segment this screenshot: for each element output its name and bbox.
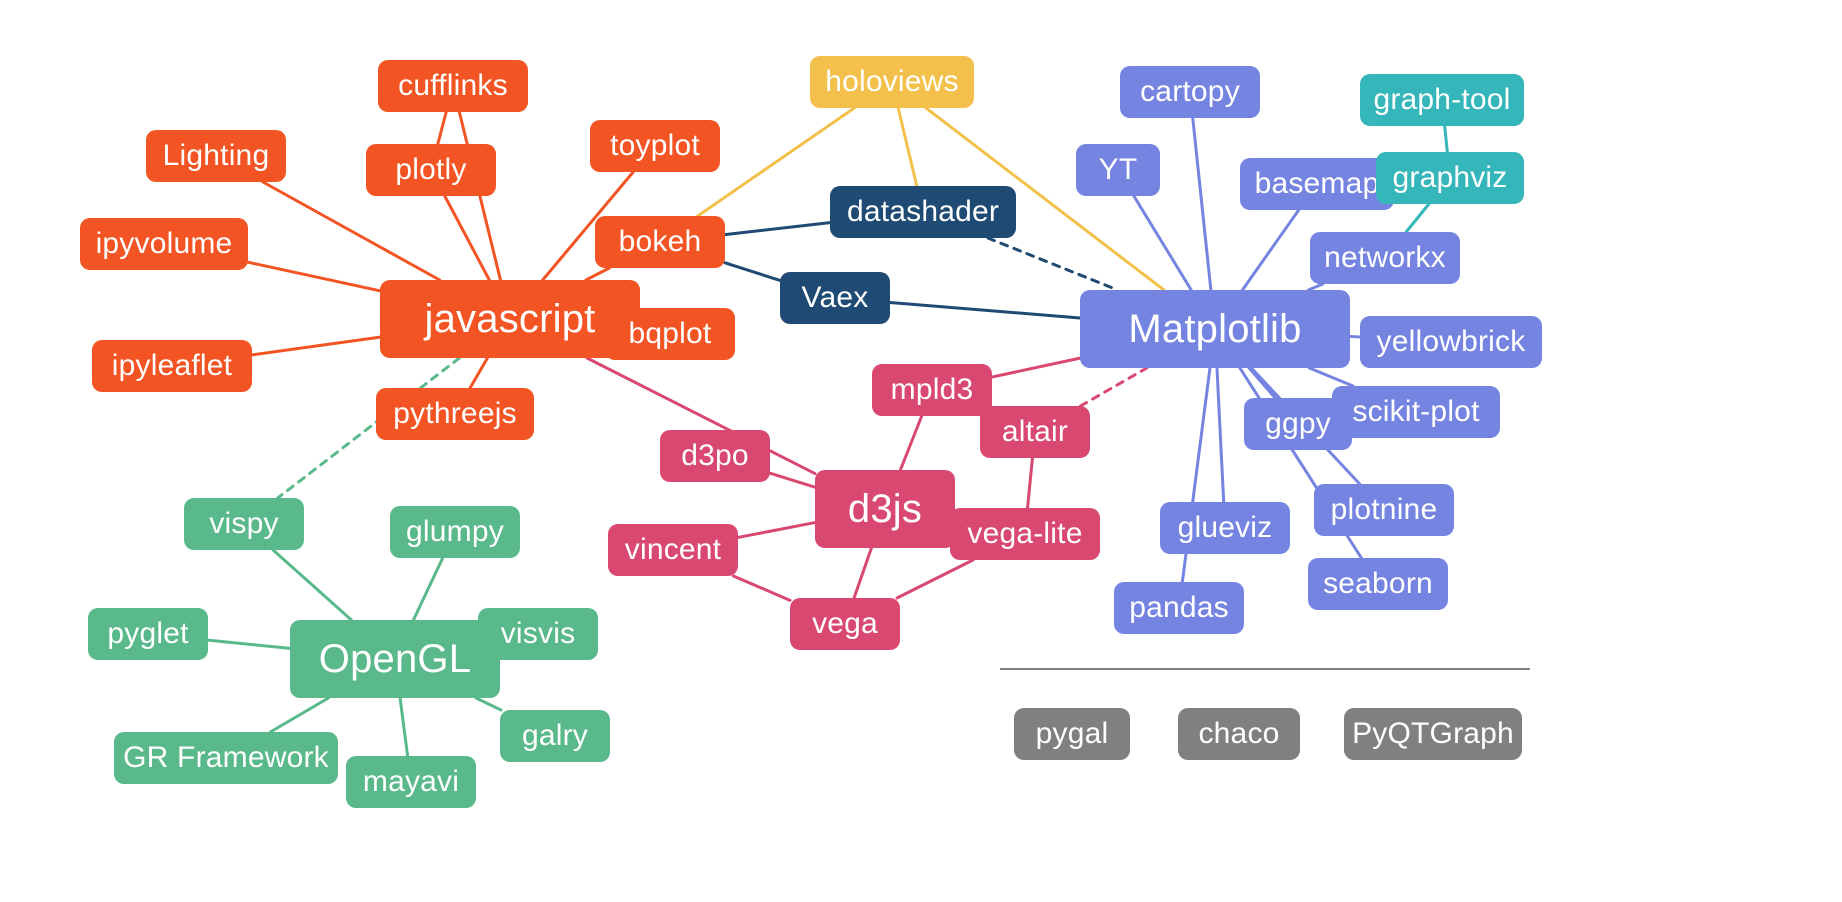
node-pygal: pygal: [1014, 708, 1130, 760]
edge: [897, 560, 973, 598]
edge: [1249, 368, 1275, 398]
node-yt: YT: [1076, 144, 1160, 196]
node-pyqtgraph: PyQTGraph: [1344, 708, 1522, 760]
edge: [476, 698, 501, 710]
edge: [1080, 368, 1146, 406]
node-ggpy: ggpy: [1244, 398, 1352, 450]
edge: [725, 223, 830, 235]
node-pythreejs: pythreejs: [376, 388, 534, 440]
node-plotnine: plotnine: [1314, 484, 1454, 536]
node-opengl: OpenGL: [290, 620, 500, 698]
edge: [1350, 336, 1360, 337]
node-datashader: datashader: [830, 186, 1016, 238]
edge: [586, 268, 609, 280]
edge: [1217, 368, 1224, 502]
edge: [413, 558, 442, 620]
node-glueviz: glueviz: [1160, 502, 1290, 554]
edge: [725, 263, 780, 281]
edge: [438, 112, 446, 144]
node-graphviz: graphviz: [1376, 152, 1524, 204]
node-lighting: Lighting: [146, 130, 286, 182]
node-bokeh: bokeh: [595, 216, 725, 268]
edge: [270, 698, 328, 732]
node-mayavi: mayavi: [346, 756, 476, 808]
node-networkx: networkx: [1310, 232, 1460, 284]
node-toyplot: toyplot: [590, 120, 720, 172]
edge: [1193, 118, 1211, 290]
edge: [988, 238, 1118, 290]
edge: [263, 182, 440, 280]
edge: [1242, 210, 1298, 290]
node-vispy: vispy: [184, 498, 304, 550]
node-glumpy: glumpy: [390, 506, 520, 558]
node-d3js: d3js: [815, 470, 955, 548]
node-graphtool: graph-tool: [1360, 74, 1524, 126]
node-yellowbrick: yellowbrick: [1360, 316, 1542, 368]
node-visvis: visvis: [478, 608, 598, 660]
node-seaborn: seaborn: [1308, 558, 1448, 610]
edge: [400, 698, 408, 756]
edge: [890, 302, 1080, 318]
node-vega: vega: [790, 598, 900, 650]
edge: [1309, 368, 1353, 386]
node-ipyleaflet: ipyleaflet: [92, 340, 252, 392]
node-cartopy: cartopy: [1120, 66, 1260, 118]
node-bqplot: bqplot: [605, 308, 735, 360]
node-pyglet: pyglet: [88, 608, 208, 660]
edge: [470, 358, 487, 388]
edge: [273, 550, 351, 620]
node-d3po: d3po: [660, 430, 770, 482]
node-pandas: pandas: [1114, 582, 1244, 634]
node-altair: altair: [980, 406, 1090, 458]
node-vegalite: vega-lite: [950, 508, 1100, 560]
node-scikitplot: scikit-plot: [1332, 386, 1500, 438]
node-plotly: plotly: [366, 144, 496, 196]
edge: [770, 473, 815, 487]
node-ipyvolume: ipyvolume: [80, 218, 248, 270]
edge: [738, 523, 815, 538]
node-cufflinks: cufflinks: [378, 60, 528, 112]
edge: [1406, 204, 1429, 232]
network-diagram: javascript OpenGL d3js Matplotlib cufflinks p…: [0, 0, 1842, 902]
node-mpld3: mpld3: [872, 364, 992, 416]
node-chaco: chaco: [1178, 708, 1300, 760]
edge: [208, 640, 290, 648]
node-vaex: Vaex: [780, 272, 890, 324]
edge: [459, 112, 500, 280]
edge: [854, 548, 871, 598]
edge: [248, 262, 380, 291]
edge: [252, 337, 380, 355]
node-javascript: javascript: [380, 280, 640, 358]
edge: [1028, 458, 1033, 508]
node-vincent: vincent: [608, 524, 738, 576]
edge: [898, 108, 917, 186]
edge: [992, 358, 1080, 377]
node-grfw: GR Framework: [114, 732, 338, 784]
node-basemap: basemap: [1240, 158, 1394, 210]
node-holoviews: holoviews: [810, 56, 974, 108]
edge: [733, 576, 790, 600]
edge: [900, 416, 921, 470]
node-matplotlib: Matplotlib: [1080, 290, 1350, 368]
edge: [1445, 126, 1448, 152]
edge: [1134, 196, 1191, 290]
separator-line: [1000, 668, 1530, 670]
edge: [445, 196, 490, 280]
node-galry: galry: [500, 710, 610, 762]
